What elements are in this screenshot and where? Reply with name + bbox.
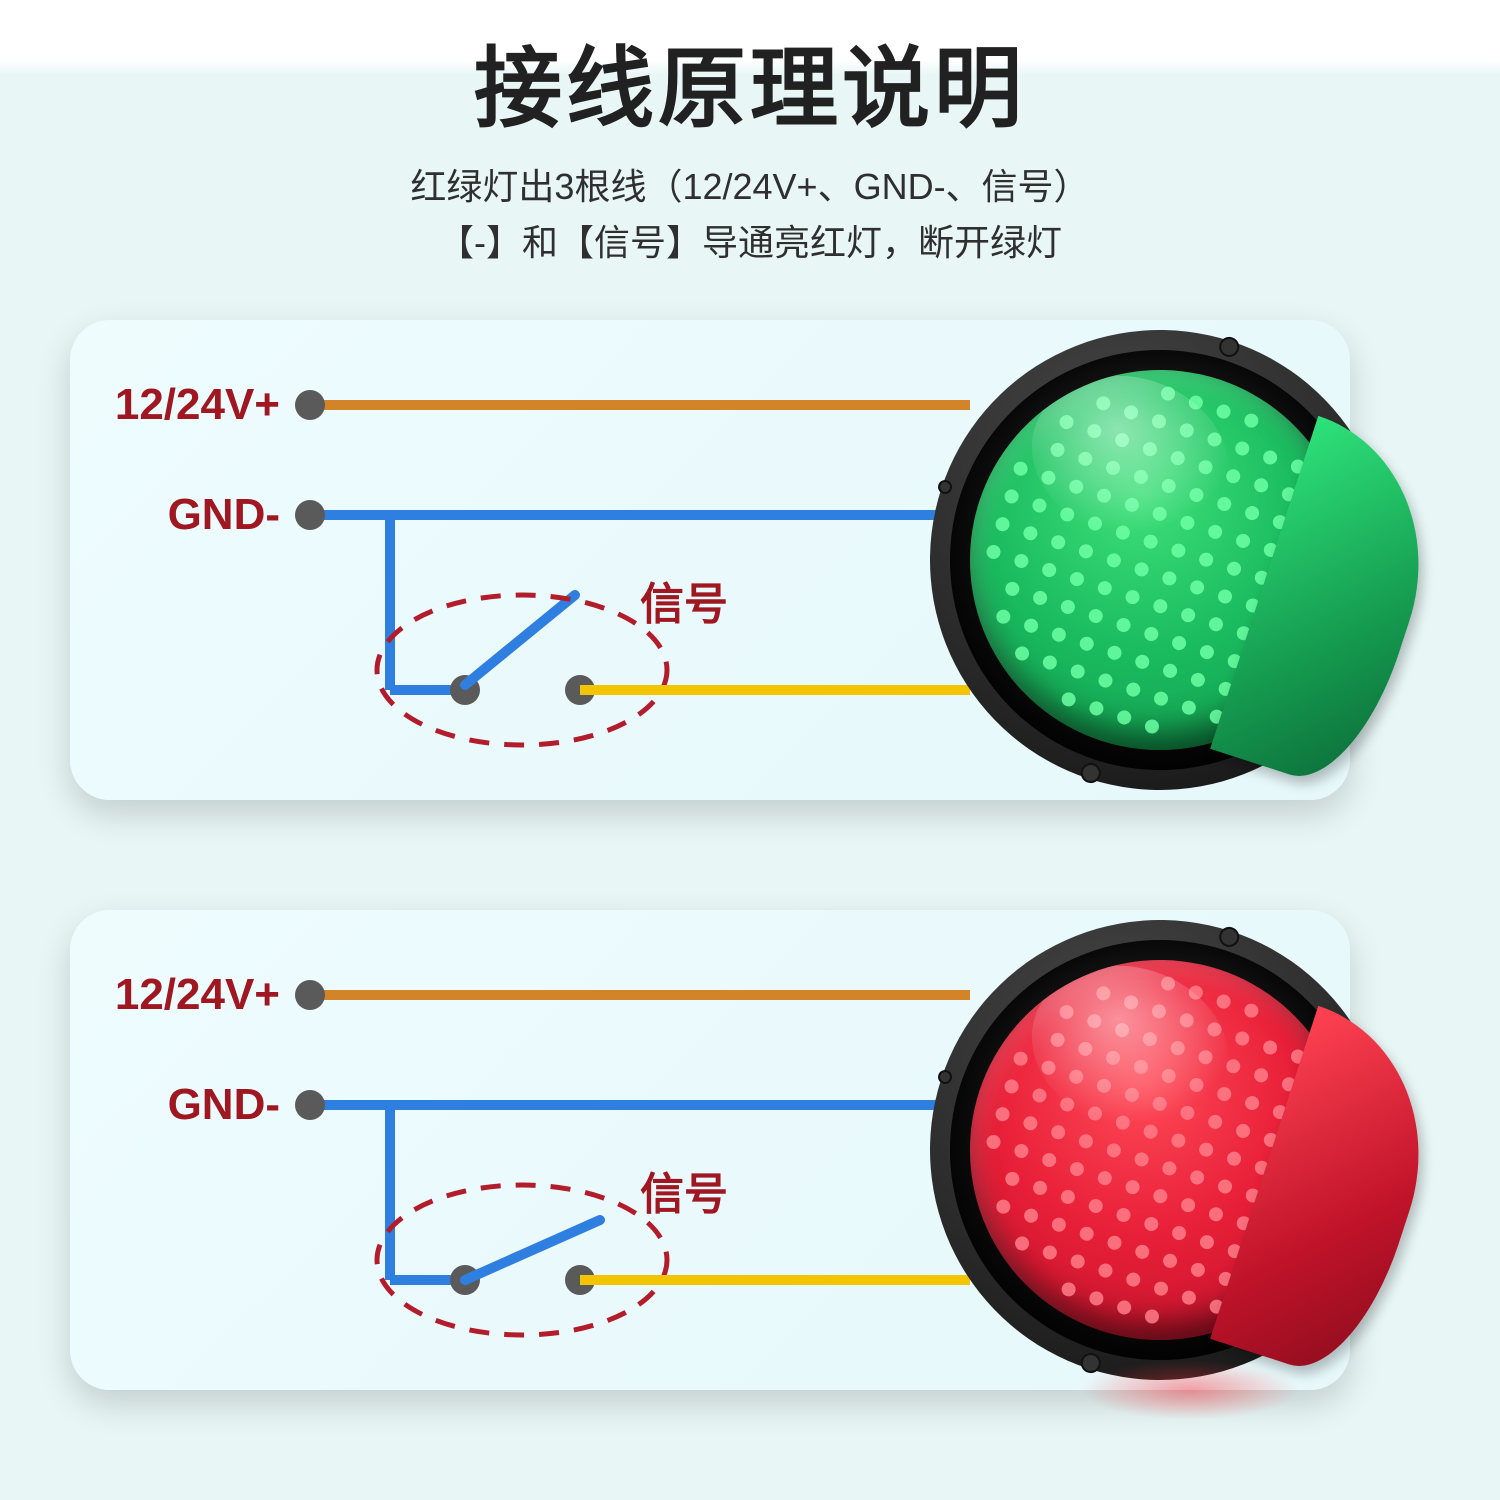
label-ground: GND- xyxy=(60,490,280,540)
terminal-power xyxy=(295,390,325,420)
terminal-ground xyxy=(295,500,325,530)
switch-highlight-ellipse xyxy=(377,1185,667,1335)
switch-highlight-ellipse xyxy=(377,595,667,745)
switch-node-left xyxy=(450,675,480,705)
red-floor-glow xyxy=(1080,1360,1300,1420)
label-ground: GND- xyxy=(60,1080,280,1130)
terminal-power xyxy=(295,980,325,1010)
traffic-light-green xyxy=(870,270,1450,850)
switch-lever-open xyxy=(465,595,575,685)
page-title: 接线原理说明 xyxy=(0,0,1500,145)
label-power: 12/24V+ xyxy=(60,970,280,1020)
traffic-light-red xyxy=(870,860,1450,1440)
subtitle-line-1: 红绿灯出3根线（12/24V+、GND-、信号） xyxy=(410,166,1089,207)
switch-node-left xyxy=(450,1265,480,1295)
diagram-panel-green: 12/24V+ GND- 信号 xyxy=(70,320,1350,800)
label-power: 12/24V+ xyxy=(60,380,280,430)
switch-node-right xyxy=(565,675,595,705)
label-signal: 信号 xyxy=(640,1158,728,1222)
switch-node-right xyxy=(565,1265,595,1295)
page-subtitle: 红绿灯出3根线（12/24V+、GND-、信号） 【-】和【信号】导通亮红灯，断… xyxy=(0,159,1500,271)
diagram-panel-red: 12/24V+ GND- 信号 xyxy=(70,910,1350,1390)
subtitle-line-2: 【-】和【信号】导通亮红灯，断开绿灯 xyxy=(438,222,1062,263)
switch-lever-closed xyxy=(465,1220,600,1280)
terminal-ground xyxy=(295,1090,325,1120)
label-signal: 信号 xyxy=(640,568,728,632)
